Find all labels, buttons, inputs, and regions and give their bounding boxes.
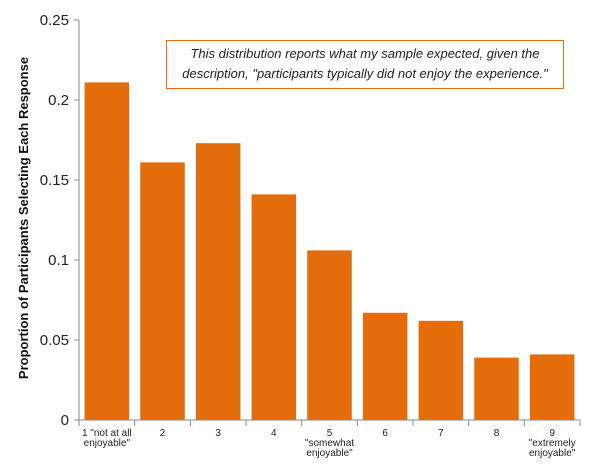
bar bbox=[84, 82, 130, 421]
x-tick-label: 2 bbox=[160, 428, 166, 439]
x-axis: 1 "not at all enjoyable" 2 3 4 5 "somewhat enjo… bbox=[78, 419, 581, 459]
bar bbox=[418, 320, 464, 420]
x-tick-label: 3 bbox=[215, 428, 221, 439]
bar bbox=[140, 162, 185, 420]
y-tick-label: 0.2 bbox=[48, 92, 69, 109]
bar bbox=[529, 354, 575, 420]
y-axis: 0 0.05 0.1 0.15 0.2 0.25 bbox=[40, 12, 80, 429]
x-tick-label: 8 bbox=[494, 428, 500, 439]
bar bbox=[307, 250, 352, 420]
x-tick-label: 4 bbox=[271, 428, 277, 439]
y-tick-label: 0.25 bbox=[40, 12, 69, 29]
y-tick-label: 0.05 bbox=[40, 332, 69, 349]
bar bbox=[362, 312, 408, 420]
x-tick-label: 1 "not at all enjoyable" bbox=[82, 428, 132, 449]
y-axis-title: Proportion of Participants Selecting Eac… bbox=[16, 57, 31, 379]
y-tick-label: 0.1 bbox=[48, 252, 69, 269]
x-tick-label: 6 bbox=[382, 428, 388, 439]
y-tick-label: 0 bbox=[61, 412, 69, 429]
y-tick-label: 0.15 bbox=[40, 172, 69, 189]
x-tick-label: 5 "somewhat enjoyable" bbox=[305, 428, 354, 459]
x-tick-label: 9 "extremely enjoyable" bbox=[529, 428, 576, 459]
bars bbox=[84, 82, 575, 421]
bar bbox=[474, 357, 519, 420]
bar bbox=[195, 143, 241, 420]
annotation-box: This distribution reports what my sample… bbox=[166, 40, 564, 89]
bar bbox=[251, 194, 297, 420]
x-tick-label: 7 bbox=[438, 428, 444, 439]
